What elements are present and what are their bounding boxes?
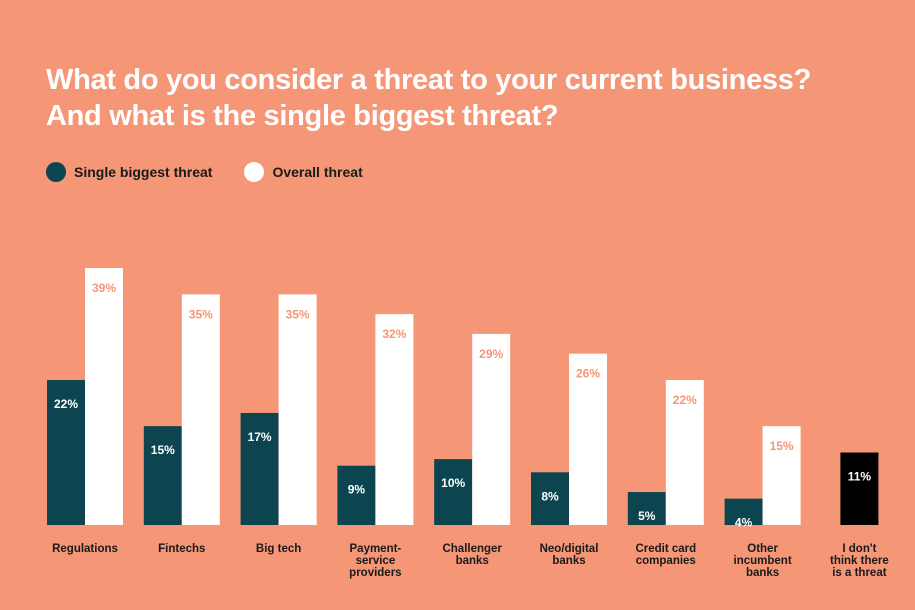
category-label-2: Big tech bbox=[229, 543, 329, 555]
bar-overall-7 bbox=[762, 426, 801, 525]
category-label-line: banks bbox=[745, 567, 780, 579]
bar-overall-0 bbox=[85, 268, 123, 525]
category-label-line: Regulations bbox=[52, 543, 118, 555]
legend-swatch-single bbox=[46, 162, 66, 182]
bar-single-5 bbox=[531, 472, 569, 525]
value-label-single-1: 15% bbox=[151, 443, 175, 457]
bar-single-2 bbox=[240, 412, 279, 525]
bar-single-8 bbox=[840, 452, 879, 525]
bar-single-1 bbox=[143, 426, 182, 525]
value-label-overall-2: 35% bbox=[286, 307, 310, 321]
legend-label-overall: Overall threat bbox=[272, 164, 363, 180]
value-label-single-6: 5% bbox=[638, 509, 656, 523]
value-label-overall-5: 26% bbox=[576, 367, 600, 381]
bar-overall-5 bbox=[569, 353, 607, 525]
category-label-line: Challenger bbox=[442, 543, 502, 555]
category-label-line: think there bbox=[829, 555, 889, 567]
category-label-line: Fintechs bbox=[158, 543, 206, 555]
chart-title-line-2: And what is the single biggest threat? bbox=[46, 100, 559, 132]
value-label-overall-4: 29% bbox=[479, 347, 503, 361]
category-label-3: Payment-service providers bbox=[325, 543, 425, 579]
value-label-overall-0: 39% bbox=[92, 281, 116, 295]
category-label-6: Credit card companies bbox=[616, 543, 716, 567]
value-label-single-0: 22% bbox=[54, 397, 78, 411]
bar-overall-1 bbox=[181, 294, 220, 525]
category-label-line: Other bbox=[747, 543, 778, 555]
bar-overall-4 bbox=[472, 333, 511, 525]
bar-overall-6 bbox=[665, 380, 704, 525]
chart-title-line-1: What do you consider a threat to your cu… bbox=[46, 64, 811, 96]
category-label-line: service bbox=[355, 555, 396, 567]
bar-single-7 bbox=[724, 498, 763, 525]
category-label-0: Regulations bbox=[35, 543, 135, 555]
value-label-single-4: 10% bbox=[441, 476, 465, 490]
bar-single-3 bbox=[337, 465, 376, 525]
category-label-4: Challenger banks bbox=[422, 543, 522, 567]
bar-overall-3 bbox=[375, 314, 414, 525]
category-label-line: providers bbox=[349, 567, 402, 579]
category-label-line: companies bbox=[635, 555, 696, 567]
bar-single-6 bbox=[627, 492, 666, 525]
category-label-7: Other incumbent banks bbox=[713, 543, 813, 579]
value-label-single-7: 4% bbox=[735, 516, 753, 530]
category-label-5: Neo/digital banks bbox=[519, 543, 619, 567]
category-label-line: banks bbox=[552, 555, 586, 567]
bar-single-4 bbox=[434, 459, 473, 525]
value-label-overall-7: 15% bbox=[770, 439, 794, 453]
category-label-line: is a threat bbox=[832, 567, 887, 579]
value-label-overall-6: 22% bbox=[673, 393, 697, 407]
legend-swatch-overall bbox=[244, 162, 265, 182]
category-label-line: Big tech bbox=[255, 543, 302, 555]
category-label-line: banks bbox=[455, 555, 489, 567]
legend-item-overall: Overall threat bbox=[244, 162, 363, 182]
category-label-line: incumbent bbox=[733, 555, 792, 567]
category-label-8: I don't think there is a threat bbox=[809, 543, 909, 579]
value-label-single-3: 9% bbox=[348, 483, 366, 497]
category-label-line: Credit card bbox=[635, 543, 697, 555]
value-label-single-5: 8% bbox=[541, 489, 559, 503]
chart-legend: Single biggest threat Overall threat bbox=[46, 162, 395, 182]
legend-label-single: Single biggest threat bbox=[74, 164, 213, 180]
bar-overall-2 bbox=[278, 294, 317, 525]
value-label-overall-3: 32% bbox=[382, 327, 406, 341]
value-label-single-8: 11% bbox=[848, 470, 872, 484]
bar-single-0 bbox=[47, 380, 85, 525]
chart-title: What do you consider a threat to your cu… bbox=[46, 62, 811, 134]
legend-item-single: Single biggest threat bbox=[46, 162, 212, 182]
category-label-line: Payment- bbox=[349, 543, 402, 555]
category-label-line: Neo/digital bbox=[539, 543, 599, 555]
value-label-single-2: 17% bbox=[248, 430, 272, 444]
category-label-1: Fintechs bbox=[132, 543, 232, 555]
category-label-line: I don't bbox=[842, 543, 877, 555]
value-label-overall-1: 35% bbox=[189, 307, 213, 321]
